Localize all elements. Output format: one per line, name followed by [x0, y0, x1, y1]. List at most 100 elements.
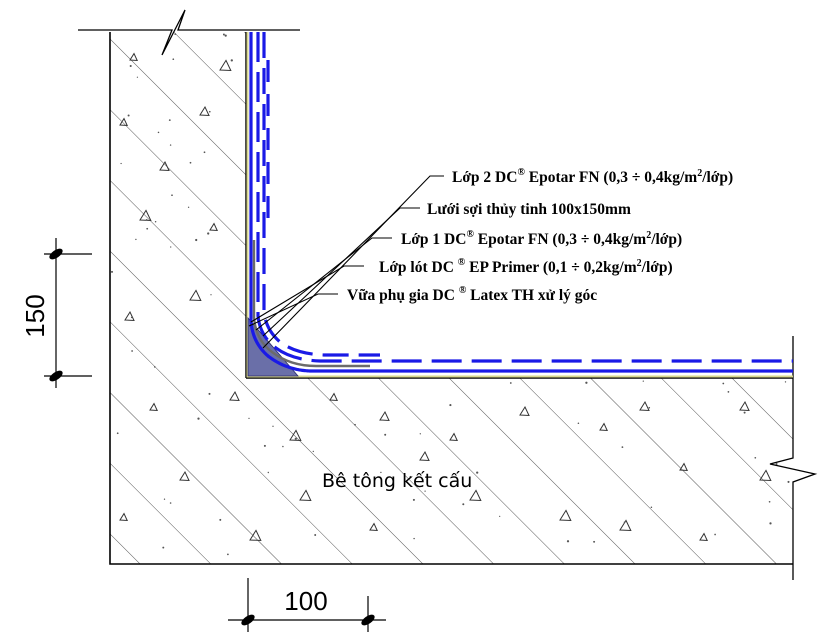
- aggregate-dot: [187, 206, 190, 208]
- aggregate-dot: [413, 537, 415, 540]
- aggregate-mark: [129, 52, 139, 62]
- aggregate-dot: [623, 521, 626, 524]
- aggregate-dot: [219, 518, 222, 521]
- aggregate-mark: [559, 509, 572, 522]
- aggregate-mark: [299, 489, 312, 502]
- aggregate-dot: [775, 463, 778, 465]
- aggregate-dot: [743, 411, 746, 414]
- fiberglass-mesh: [252, 240, 370, 368]
- aggregate-mark: [519, 405, 530, 417]
- aggregate-dot: [116, 432, 119, 435]
- aggregate-dot: [263, 444, 266, 447]
- aggregate-dot: [267, 471, 269, 474]
- aggregate-dot: [168, 119, 171, 121]
- aggregate-dot: [153, 366, 156, 368]
- aggregate-dot: [294, 437, 297, 440]
- aggregate-dot: [203, 151, 206, 154]
- aggregate-mark: [139, 209, 152, 222]
- label-layer-1: Lớp 1 DC® Epotar FN (0,3 ÷ 0,4kg/m2/lớp): [401, 229, 682, 248]
- aggregate-mark: [289, 429, 302, 442]
- primer-layer: [246, 32, 793, 378]
- top-break-line: [78, 9, 300, 56]
- aggregate-mark: [199, 105, 210, 117]
- concrete-label: Bê tông kết cấu: [322, 470, 472, 492]
- aggregate-dot: [314, 534, 317, 536]
- aggregate-mark: [419, 450, 430, 462]
- aggregate-dot: [272, 425, 274, 427]
- aggregate-dot: [131, 350, 133, 352]
- aggregate-dot: [110, 270, 114, 273]
- aggregate-dot: [222, 33, 225, 36]
- aggregate-dot: [769, 522, 772, 525]
- aggregate-dot: [171, 194, 173, 197]
- aggregate-dot: [499, 515, 501, 518]
- label-mortar: Vữa phụ gia DC ® Latex TH xử lý góc: [347, 285, 597, 304]
- aggregate-dot: [476, 471, 479, 474]
- structural-concrete: [109, 32, 793, 565]
- aggregate-dot: [210, 294, 212, 296]
- aggregate-dot: [419, 433, 421, 435]
- aggregate-mark: [209, 222, 219, 232]
- aggregate-dot: [424, 490, 426, 492]
- aggregate-dot: [449, 404, 452, 407]
- aggregate-dot: [145, 218, 148, 221]
- aggregate-dot: [120, 162, 122, 165]
- aggregate-dot: [162, 546, 165, 549]
- aggregate-dot: [354, 423, 356, 426]
- aggregate-mark: [179, 470, 190, 482]
- aggregate-dot: [135, 238, 137, 241]
- leader-lines: [248, 175, 444, 349]
- aggregate-dot: [169, 144, 172, 146]
- aggregate-mark: [229, 390, 240, 402]
- aggregate-dot: [409, 475, 412, 478]
- aggregate-dot: [129, 64, 132, 68]
- layer-labels: Lớp 2 DC® Epotar FN (0,3 ÷ 0,4kg/m2/lớp)…: [347, 167, 733, 304]
- aggregate-mark: [759, 469, 772, 482]
- aggregate-mark: [159, 160, 170, 172]
- aggregate-mark: [619, 519, 632, 532]
- aggregate-dot: [784, 381, 787, 383]
- aggregate-dot: [154, 221, 157, 223]
- aggregate-dot: [787, 480, 790, 483]
- aggregate-dot: [163, 498, 166, 500]
- aggregate-mark: [739, 400, 750, 412]
- aggregate-mark: [679, 462, 689, 472]
- aggregate-dot: [197, 417, 200, 420]
- aggregate-dot: [384, 433, 387, 436]
- aggregate-dot: [227, 553, 229, 556]
- aggregate-dot: [768, 500, 771, 503]
- aggregate-dot: [509, 382, 512, 384]
- aggregate-dot: [312, 450, 314, 453]
- aggregate-dot: [174, 33, 177, 35]
- aggregate-dot: [170, 246, 172, 248]
- horizontal-dimension: [228, 578, 386, 632]
- aggregate-dot: [722, 382, 725, 385]
- aggregate-mark: [219, 59, 232, 72]
- aggregate-dot: [650, 506, 653, 508]
- aggregate-dot: [282, 445, 284, 448]
- aggregate-dot: [172, 58, 175, 61]
- membrane-layer-2: [256, 32, 793, 363]
- aggregate-mark: [119, 117, 129, 127]
- aggregate-mark: [599, 422, 609, 432]
- aggregate-mark: [699, 532, 709, 542]
- aggregate-dot: [136, 76, 139, 78]
- aggregate-dot: [593, 540, 596, 543]
- aggregate-dot: [208, 392, 211, 395]
- aggregate-mark: [149, 402, 159, 412]
- aggregate-dot: [157, 131, 160, 134]
- aggregate-mark: [369, 522, 379, 532]
- aggregate-mark: [329, 392, 339, 402]
- aggregate-dot: [566, 540, 570, 543]
- aggregate-dot: [230, 59, 233, 62]
- aggregate-mark: [124, 310, 135, 322]
- label-layer-2: Lớp 2 DC® Epotar FN (0,3 ÷ 0,4kg/m2/lớp): [452, 167, 733, 186]
- aggregate-dot: [727, 391, 730, 393]
- dimension-150: 150: [20, 294, 50, 337]
- aggregate-mark: [449, 432, 459, 442]
- vertical-dimension: [44, 238, 92, 388]
- aggregate-mark: [119, 512, 129, 522]
- aggregate-dot: [207, 232, 210, 235]
- aggregate-dot: [209, 110, 211, 113]
